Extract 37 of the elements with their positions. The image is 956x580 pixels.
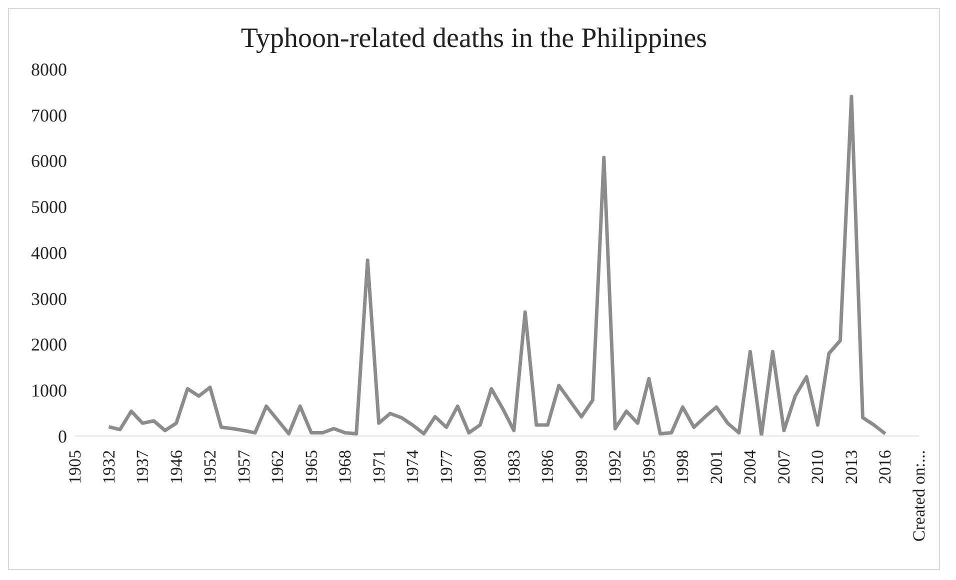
x-tick-label: 2010 — [808, 450, 828, 484]
y-tick-label: 6000 — [31, 151, 67, 172]
x-tick-label: 2013 — [842, 450, 861, 484]
x-tick-label: 1971 — [369, 450, 388, 484]
x-tick-label: 1977 — [436, 450, 456, 484]
x-tick-label: 2007 — [774, 450, 794, 484]
y-tick-label: 4000 — [31, 242, 67, 263]
x-tick-label: 2001 — [706, 450, 726, 484]
x-tick-label: 1995 — [639, 450, 658, 484]
x-tick-label: 2004 — [740, 450, 760, 484]
y-tick-label: 1000 — [31, 380, 67, 401]
y-tick-label: 3000 — [31, 288, 67, 309]
x-tick-label: 1968 — [336, 450, 355, 484]
x-tick-label: 1989 — [572, 450, 591, 484]
y-tick-label: 0 — [58, 426, 67, 446]
line-series — [107, 94, 887, 436]
y-tick-label: 7000 — [31, 105, 67, 126]
x-tick-label: 1965 — [302, 450, 321, 484]
x-tick-label: 1983 — [504, 450, 524, 484]
x-tick-label: 1957 — [234, 450, 254, 484]
x-tick-label: 1974 — [403, 450, 422, 484]
chart-title: Typhoon-related deaths in the Philippines — [240, 23, 708, 55]
x-tick-label: 1937 — [133, 450, 152, 484]
x-tick-label: 1952 — [200, 450, 220, 484]
y-tick-label: 8000 — [31, 59, 67, 80]
x-tick-label: 2016 — [876, 450, 895, 484]
x-tick-label: Created on:... — [910, 450, 928, 542]
y-tick-label: 2000 — [31, 334, 67, 355]
x-tick-label: 1946 — [166, 450, 186, 484]
x-tick-label: 1962 — [268, 450, 288, 484]
x-tick-label: 1998 — [673, 450, 692, 484]
x-tick-label: 1992 — [606, 450, 625, 484]
x-tick-label: 1905 — [66, 450, 84, 484]
y-tick-label: 5000 — [31, 197, 67, 218]
x-tick-label: 1986 — [538, 450, 558, 484]
x-tick-label: 1980 — [470, 450, 490, 484]
x-tick-label: 1932 — [99, 450, 118, 484]
